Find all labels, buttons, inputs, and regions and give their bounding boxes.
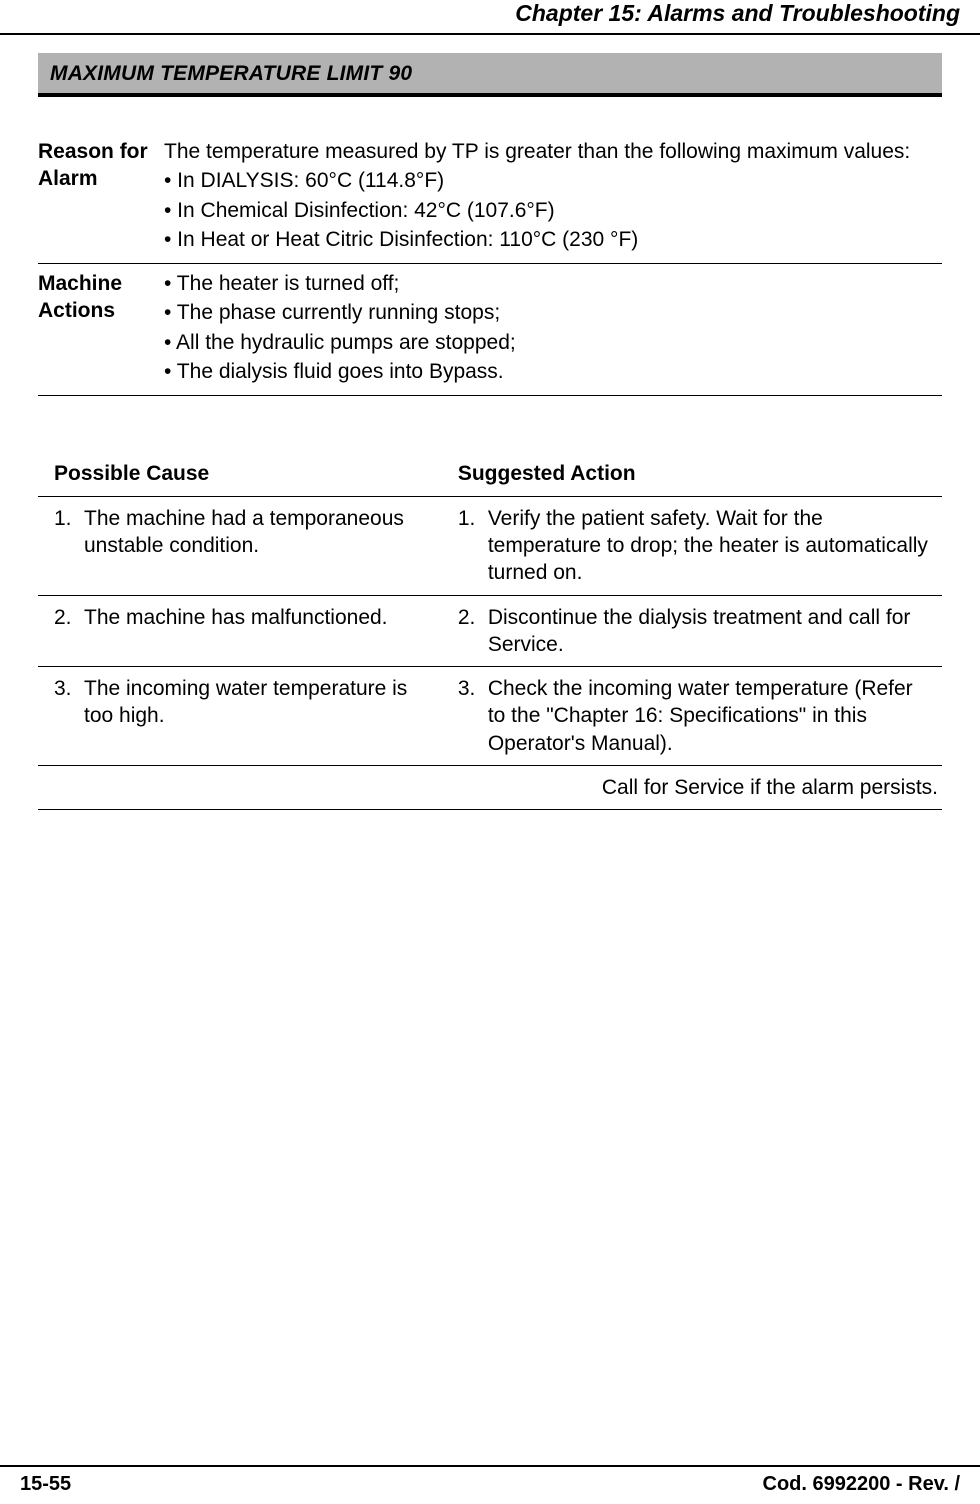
info-row-machine-actions: Machine Actions • The heater is turned o… <box>38 264 942 396</box>
info-bullet: • The heater is turned off; <box>164 270 942 297</box>
page: Chapter 15: Alarms and Troubleshooting M… <box>0 0 980 1504</box>
col-header-cause: Possible Cause <box>38 460 454 487</box>
table-row: 2. The machine has malfunctioned. 2. Dis… <box>38 596 942 668</box>
action-cell: 2. Discontinue the dialysis treatment an… <box>454 604 942 659</box>
cause-action-table: Possible Cause Suggested Action 1. The m… <box>38 454 942 810</box>
info-row-reason: Reason for Alarm The temperature measure… <box>38 132 942 264</box>
info-bullet: • In Chemical Disinfection: 42°C (107.6°… <box>164 197 942 224</box>
alarm-title-bar: MAXIMUM TEMPERATURE LIMIT 90 <box>38 53 942 97</box>
info-bullet: • The dialysis fluid goes into Bypass. <box>164 358 942 385</box>
cause-number: 1. <box>54 505 84 560</box>
action-text: Verify the patient safety. Wait for the … <box>488 505 930 587</box>
cause-text: The incoming water temperature is too hi… <box>84 675 442 730</box>
cause-number: 2. <box>54 604 84 631</box>
info-bullet: • In Heat or Heat Citric Disinfection: 1… <box>164 226 942 253</box>
cause-cell: 3. The incoming water temperature is too… <box>38 675 454 757</box>
info-body: • The heater is turned off; • The phase … <box>164 270 942 387</box>
info-section: Reason for Alarm The temperature measure… <box>38 132 942 396</box>
doc-code: Cod. 6992200 - Rev. / <box>763 1473 961 1496</box>
info-intro: The temperature measured by TP is greate… <box>164 138 942 165</box>
table-footer-note: Call for Service if the alarm persists. <box>38 766 942 810</box>
action-text: Discontinue the dialysis treatment and c… <box>488 604 930 659</box>
info-body: The temperature measured by TP is greate… <box>164 138 942 255</box>
table-row: 3. The incoming water temperature is too… <box>38 667 942 766</box>
chapter-header: Chapter 15: Alarms and Troubleshooting <box>0 0 980 35</box>
table-row: 1. The machine had a temporaneous unstab… <box>38 497 942 596</box>
cause-text: The machine had a temporaneous unstable … <box>84 505 442 560</box>
info-label: Machine Actions <box>38 270 164 387</box>
cause-text: The machine has malfunctioned. <box>84 604 442 631</box>
info-bullet: • All the hydraulic pumps are stopped; <box>164 329 942 356</box>
cause-number: 3. <box>54 675 84 730</box>
info-label: Reason for Alarm <box>38 138 164 255</box>
action-number: 3. <box>458 675 488 757</box>
action-cell: 3. Check the incoming water temperature … <box>454 675 942 757</box>
info-bullet: • The phase currently running stops; <box>164 299 942 326</box>
cause-cell: 2. The machine has malfunctioned. <box>38 604 454 659</box>
page-number: 15-55 <box>20 1473 71 1496</box>
info-bullet: • In DIALYSIS: 60°C (114.8°F) <box>164 167 942 194</box>
page-footer: 15-55 Cod. 6992200 - Rev. / <box>0 1465 980 1496</box>
col-header-action: Suggested Action <box>454 460 942 487</box>
action-text: Check the incoming water temperature (Re… <box>488 675 930 757</box>
table-header: Possible Cause Suggested Action <box>38 454 942 496</box>
cause-cell: 1. The machine had a temporaneous unstab… <box>38 505 454 587</box>
action-cell: 1. Verify the patient safety. Wait for t… <box>454 505 942 587</box>
content-area: MAXIMUM TEMPERATURE LIMIT 90 Reason for … <box>0 53 980 810</box>
action-number: 2. <box>458 604 488 659</box>
action-number: 1. <box>458 505 488 587</box>
